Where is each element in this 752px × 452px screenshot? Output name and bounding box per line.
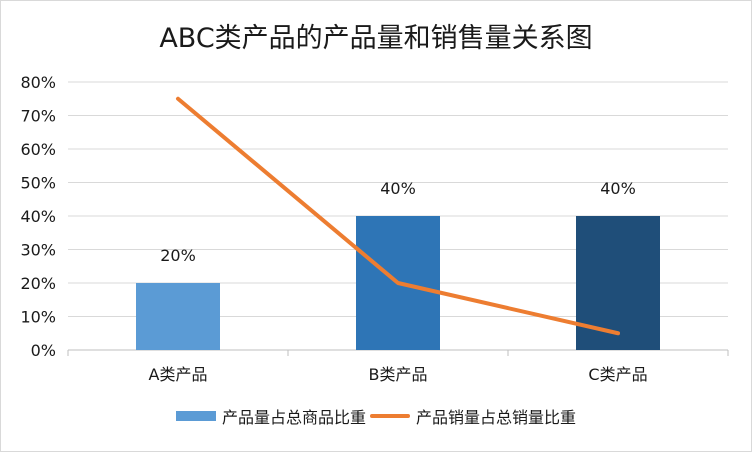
y-tick-label: 30% bbox=[20, 241, 56, 260]
y-tick-label: 50% bbox=[20, 174, 56, 193]
bar bbox=[136, 283, 220, 350]
y-tick-label: 20% bbox=[20, 274, 56, 293]
x-tick-label: A类产品 bbox=[149, 365, 208, 384]
y-tick-label: 60% bbox=[20, 140, 56, 159]
legend-label-bar: 产品量占总商品比重 bbox=[221, 408, 366, 427]
y-tick-label: 0% bbox=[31, 341, 56, 360]
legend-item-bar: 产品量占总商品比重 bbox=[175, 404, 366, 428]
chart-title: ABC类产品的产品量和销售量关系图 bbox=[159, 23, 593, 54]
legend-swatch-line bbox=[370, 414, 410, 418]
bar-data-label: 40% bbox=[600, 179, 636, 198]
legend-item-line: 产品销量占总销量比重 bbox=[370, 404, 576, 428]
x-tick-label: B类产品 bbox=[369, 365, 428, 384]
x-tick-label: C类产品 bbox=[588, 365, 647, 384]
legend-label-line: 产品销量占总销量比重 bbox=[416, 408, 577, 427]
bar bbox=[576, 216, 660, 350]
y-tick-label: 40% bbox=[20, 207, 56, 226]
y-tick-label: 10% bbox=[20, 308, 56, 327]
line-series bbox=[176, 96, 620, 336]
bar-data-label: 40% bbox=[380, 179, 416, 198]
legend-swatch-bar bbox=[175, 411, 216, 421]
y-tick-label: 80% bbox=[20, 73, 56, 92]
legend: 产品量占总商品比重 产品销量占总销量比重 bbox=[0, 404, 752, 428]
y-tick-label: 70% bbox=[20, 107, 56, 126]
bar-data-label: 20% bbox=[160, 246, 196, 265]
